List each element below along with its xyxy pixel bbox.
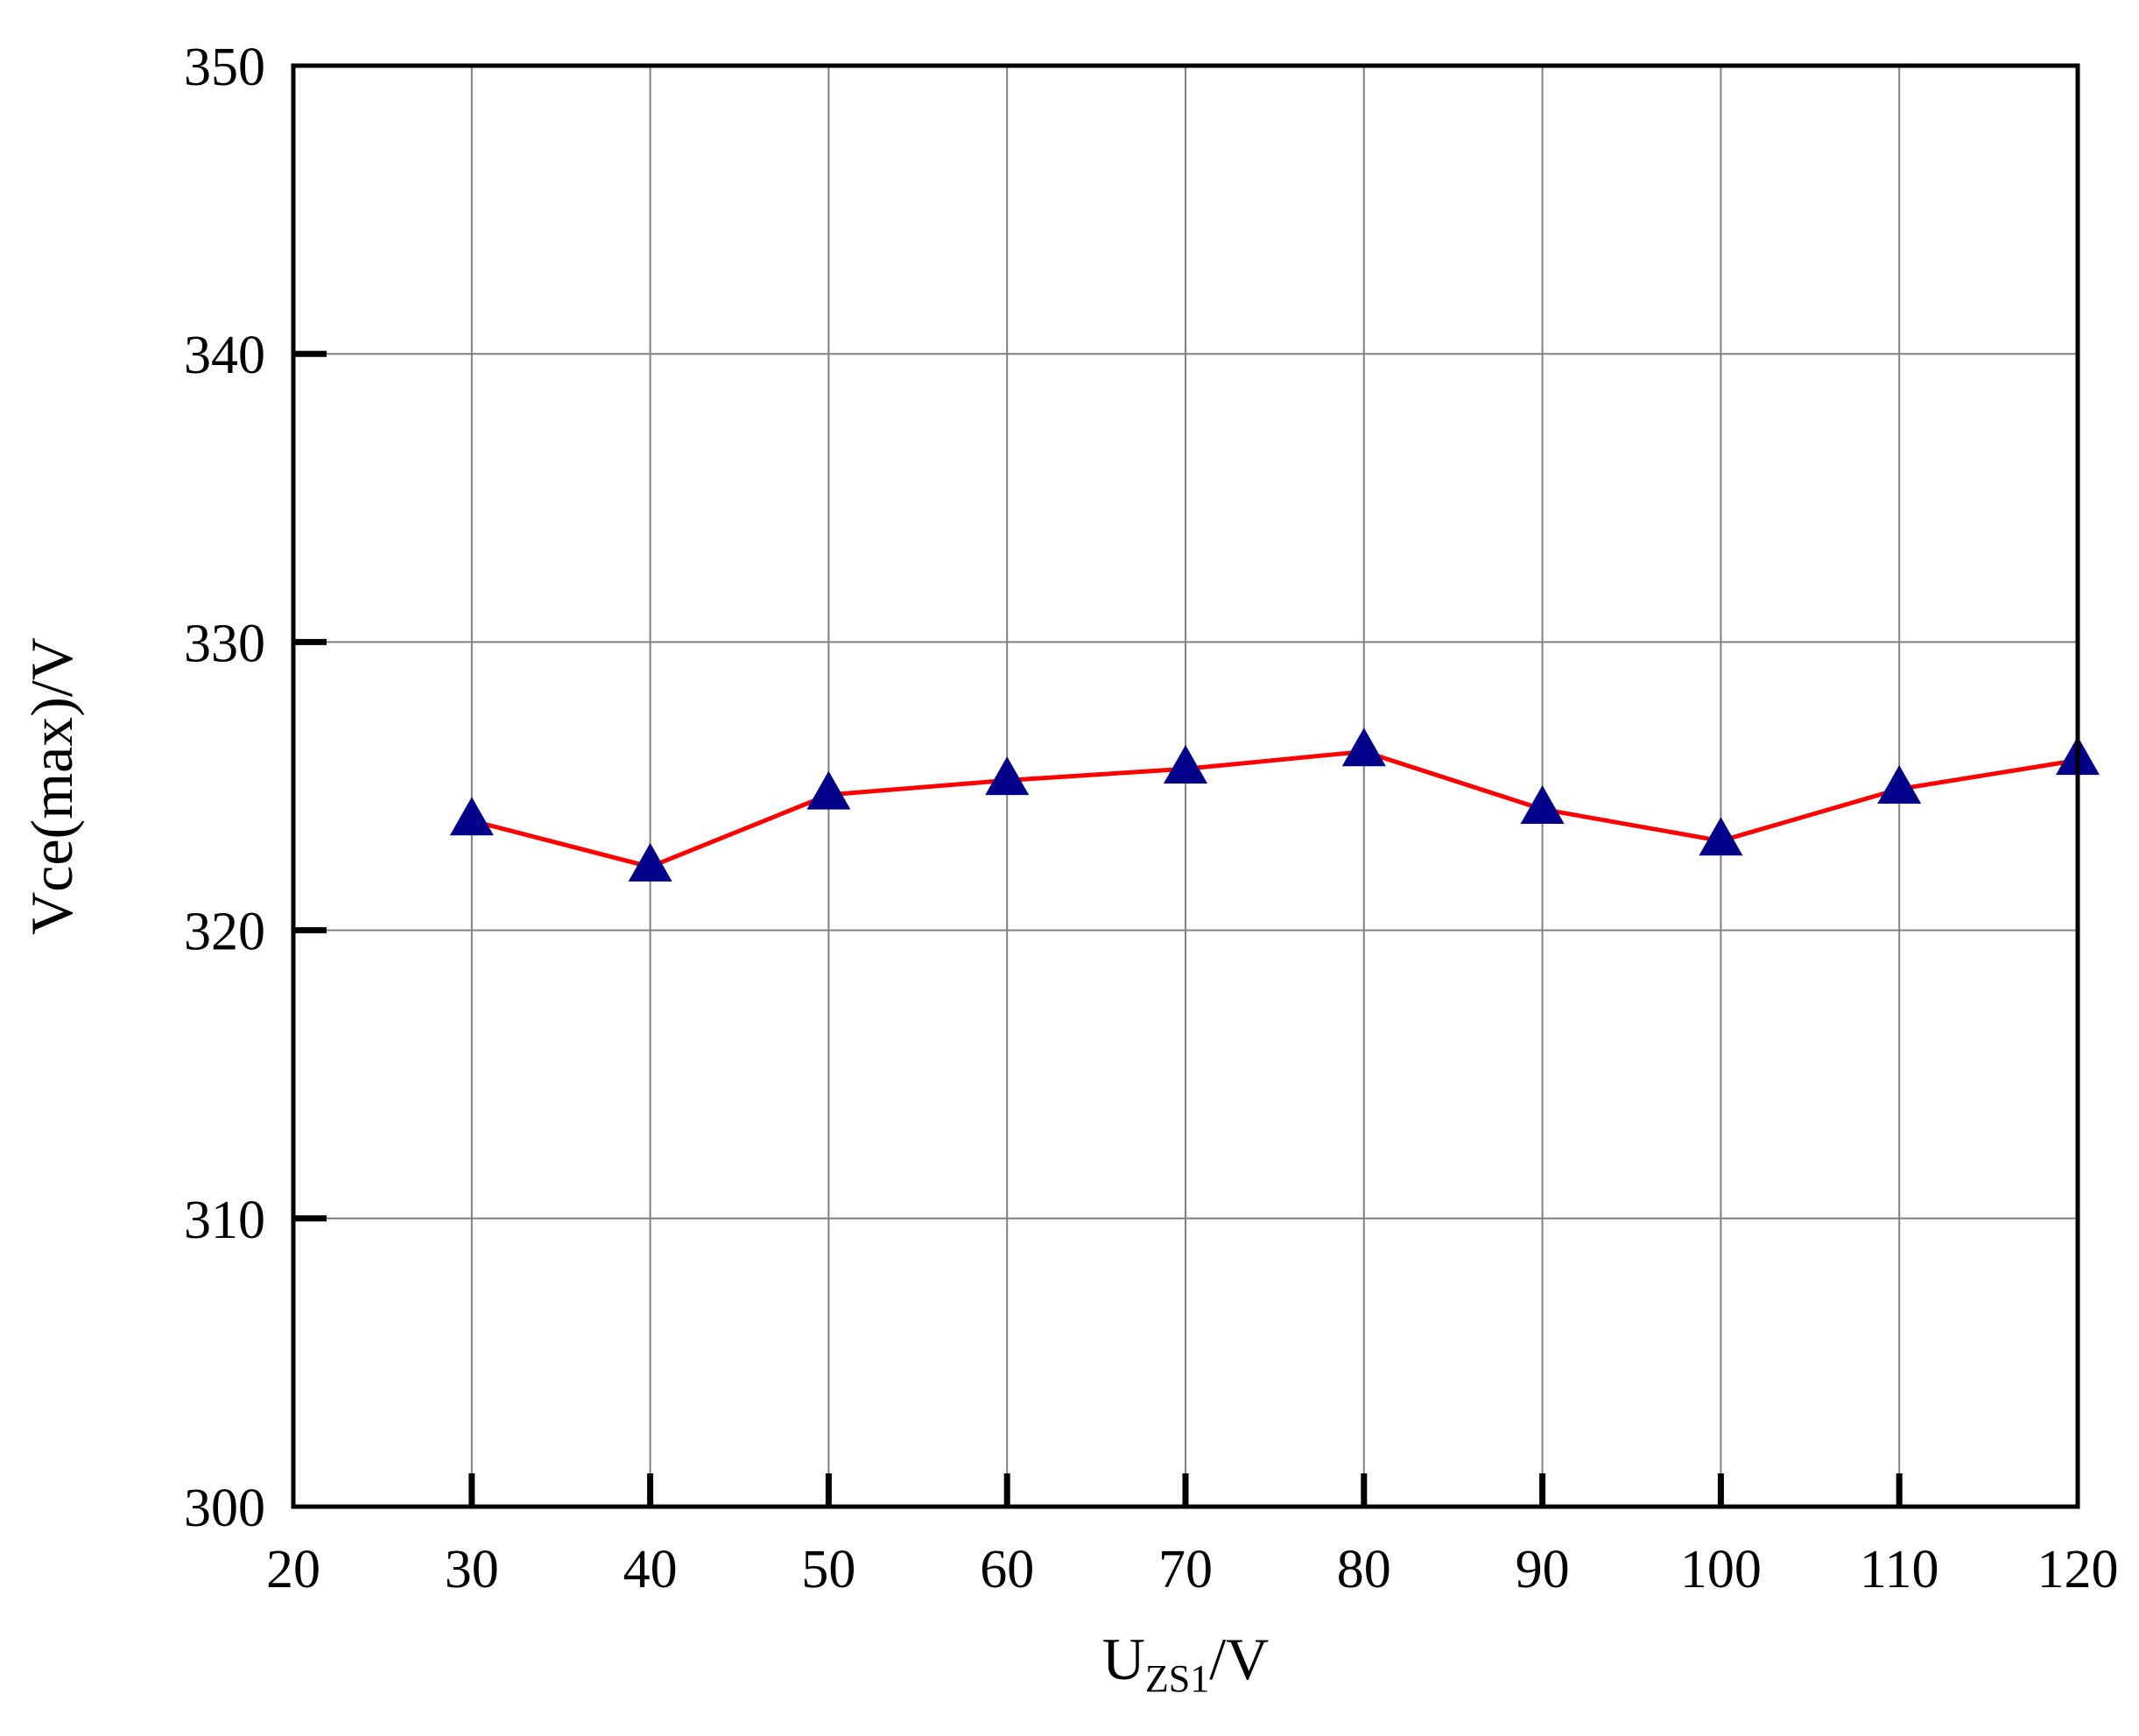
data-point-marker xyxy=(449,797,494,836)
data-point-marker xyxy=(1699,817,1743,856)
data-point-marker xyxy=(1164,744,1207,784)
ticks xyxy=(293,350,1903,1507)
y-tick-label: 320 xyxy=(184,903,265,962)
x-tick-label: 110 xyxy=(1860,1540,1939,1599)
data-point-marker xyxy=(1520,785,1565,825)
y-tick-label: 310 xyxy=(184,1191,265,1250)
series-line xyxy=(471,749,2079,869)
tick-labels: 20 30 40 50 60 70 80 90 100 110 120 300 310 320 330 340… xyxy=(184,38,2119,1599)
x-tick-label: 50 xyxy=(801,1540,855,1599)
y-tick-label: 300 xyxy=(184,1479,265,1538)
x-axis-title-main: U xyxy=(1102,1626,1145,1692)
y-tick-label: 330 xyxy=(184,614,265,673)
x-tick-label: 40 xyxy=(623,1540,678,1599)
x-tick-label: 100 xyxy=(1680,1540,1762,1599)
x-tick-label: 120 xyxy=(2037,1540,2119,1599)
data-point-marker xyxy=(806,770,851,810)
data-point-marker xyxy=(628,842,672,882)
x-tick-label: 70 xyxy=(1158,1540,1213,1599)
data-point-marker xyxy=(985,756,1030,796)
data-point-marker xyxy=(1341,727,1386,767)
y-tick-label: 340 xyxy=(184,326,265,385)
grid xyxy=(293,66,2078,1507)
x-axis-title-suffix: /V xyxy=(1209,1626,1269,1692)
x-tick-label: 30 xyxy=(445,1540,499,1599)
x-tick-label: 60 xyxy=(980,1540,1034,1599)
x-axis-title-subscript: ZS1 xyxy=(1145,1657,1209,1700)
y-axis-title: Vce(max)/V xyxy=(18,637,85,935)
x-tick-label: 90 xyxy=(1516,1540,1570,1599)
series-layer xyxy=(449,727,2100,882)
x-tick-label: 20 xyxy=(266,1540,320,1599)
plot-frame xyxy=(291,63,2080,1509)
y-tick-label: 350 xyxy=(184,38,265,97)
x-axis-title: UZS1/V xyxy=(1102,1626,1269,1700)
data-point-marker xyxy=(1877,765,1922,805)
x-tick-label: 80 xyxy=(1337,1540,1391,1599)
